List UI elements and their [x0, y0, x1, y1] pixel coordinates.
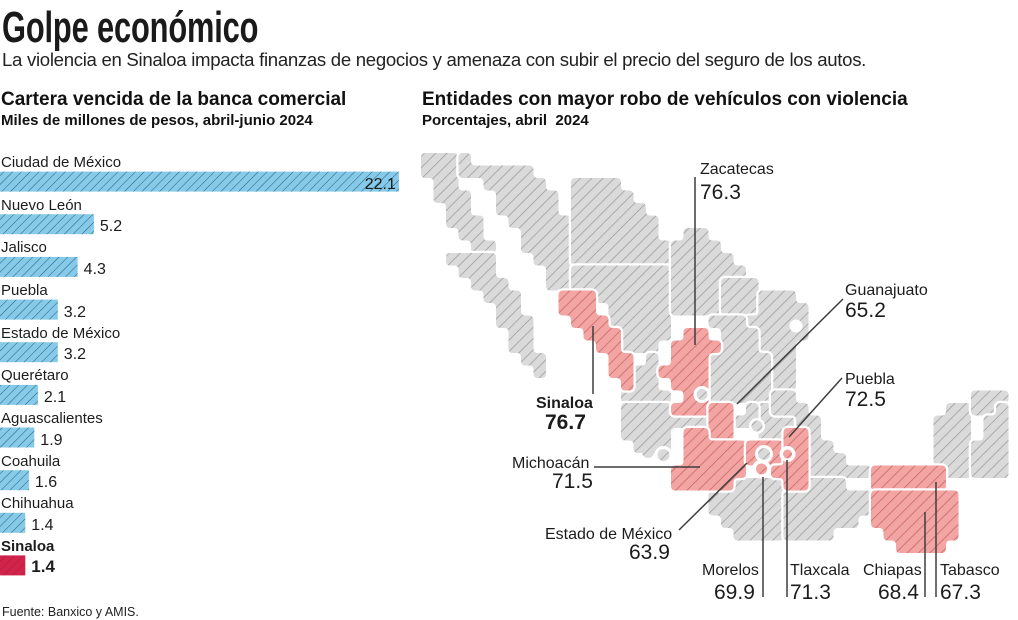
- svg-text:67.3: 67.3: [940, 581, 981, 604]
- svg-text:72.5: 72.5: [845, 388, 886, 411]
- svg-text:69.9: 69.9: [714, 581, 755, 604]
- svg-text:71.3: 71.3: [790, 581, 831, 604]
- svg-text:76.7: 76.7: [545, 411, 586, 434]
- svg-text:65.2: 65.2: [845, 299, 886, 322]
- svg-text:Sinaloa: Sinaloa: [536, 395, 593, 412]
- svg-text:76.3: 76.3: [700, 181, 741, 204]
- svg-text:Guanajuato: Guanajuato: [845, 282, 928, 299]
- svg-text:Estado de México: Estado de México: [545, 526, 672, 543]
- svg-text:Chiapas: Chiapas: [863, 562, 922, 579]
- svg-text:Zacatecas: Zacatecas: [700, 161, 774, 178]
- svg-text:63.9: 63.9: [629, 541, 670, 564]
- svg-text:Puebla: Puebla: [845, 371, 895, 388]
- svg-text:71.5: 71.5: [552, 470, 593, 493]
- svg-text:Morelos: Morelos: [702, 562, 759, 579]
- svg-text:Michoacán: Michoacán: [512, 455, 589, 472]
- svg-text:Tlaxcala: Tlaxcala: [790, 562, 850, 579]
- svg-text:68.4: 68.4: [878, 581, 919, 604]
- svg-text:Tabasco: Tabasco: [940, 562, 1000, 579]
